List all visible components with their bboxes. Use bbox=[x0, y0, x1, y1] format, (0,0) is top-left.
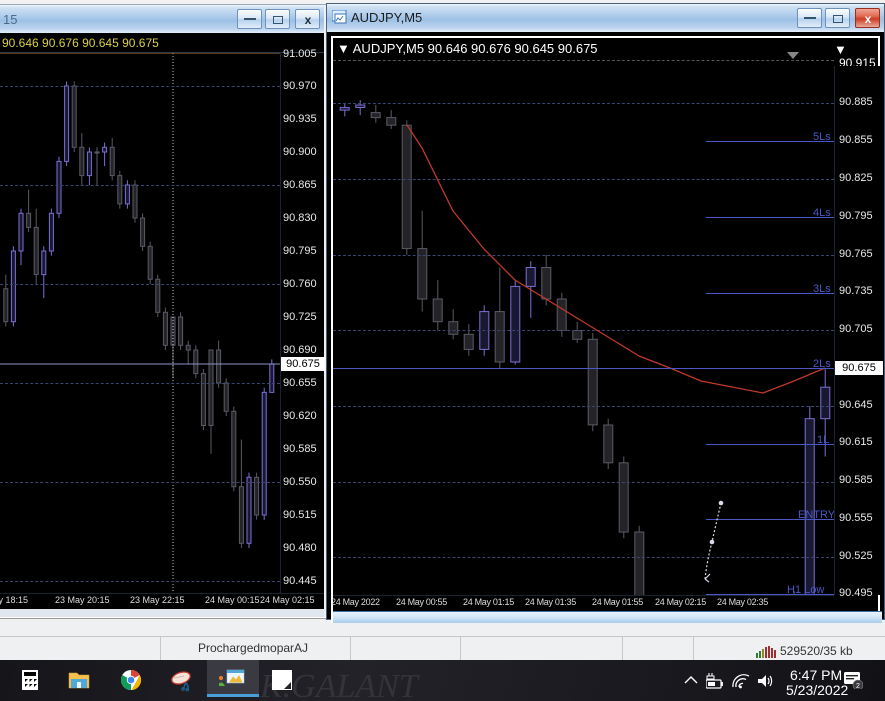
svg-text:x: x bbox=[865, 12, 872, 26]
svg-text:2: 2 bbox=[856, 683, 860, 689]
svg-text:x: x bbox=[305, 13, 312, 27]
